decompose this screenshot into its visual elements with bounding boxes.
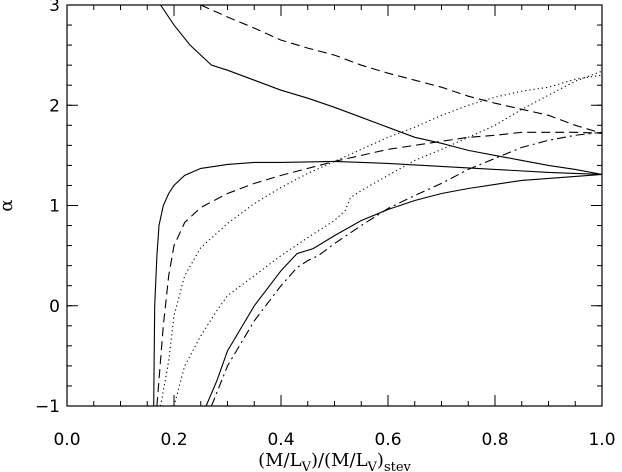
x-tick-label: 0.6 bbox=[374, 430, 401, 450]
y-tick-label: −1 bbox=[35, 397, 60, 417]
series-layer bbox=[153, 5, 602, 406]
x-axis-label-sub1: V bbox=[301, 460, 312, 472]
x-tick-label: 0.8 bbox=[481, 430, 508, 450]
series-dotted-line-6 bbox=[173, 70, 602, 406]
y-tick-label: 1 bbox=[49, 197, 60, 217]
x-axis-label-close: ) bbox=[377, 450, 384, 471]
x-axis-label-open: (M/L bbox=[258, 450, 302, 471]
series-dashed-line-4 bbox=[156, 131, 602, 406]
plot-frame bbox=[66, 4, 603, 407]
x-tick-label: 1.0 bbox=[588, 430, 615, 450]
y-axis-label: α bbox=[0, 199, 17, 211]
series-dotted-line-5 bbox=[160, 74, 602, 406]
y-tick-label: 0 bbox=[49, 297, 60, 317]
x-axis-label-sub3: stev bbox=[384, 460, 412, 472]
y-tick-label: 2 bbox=[49, 96, 60, 116]
series-dashdot-line-8 bbox=[210, 131, 602, 406]
y-tick-label: 3 bbox=[49, 0, 60, 16]
x-tick-label: 0.4 bbox=[267, 430, 294, 450]
series-dashed-line-2 bbox=[200, 5, 602, 134]
series-solid-line-1 bbox=[160, 5, 602, 175]
tick-layer bbox=[66, 4, 603, 407]
tick-label-layer: 0.0 0.2 0.4 0.6 0.8 1.0 −1 0 1 2 3 bbox=[35, 0, 616, 450]
x-axis-label-sub2: V bbox=[367, 460, 378, 472]
x-tick-label: 0.2 bbox=[160, 430, 187, 450]
x-axis-label-mid: )/(M/L bbox=[311, 450, 368, 471]
x-tick-label: 0.0 bbox=[53, 430, 80, 450]
x-axis-label: (M/LV)/(M/LV)stev bbox=[258, 450, 411, 472]
series-solid-line-3 bbox=[153, 160, 602, 406]
series-solid-line-7 bbox=[205, 173, 602, 406]
